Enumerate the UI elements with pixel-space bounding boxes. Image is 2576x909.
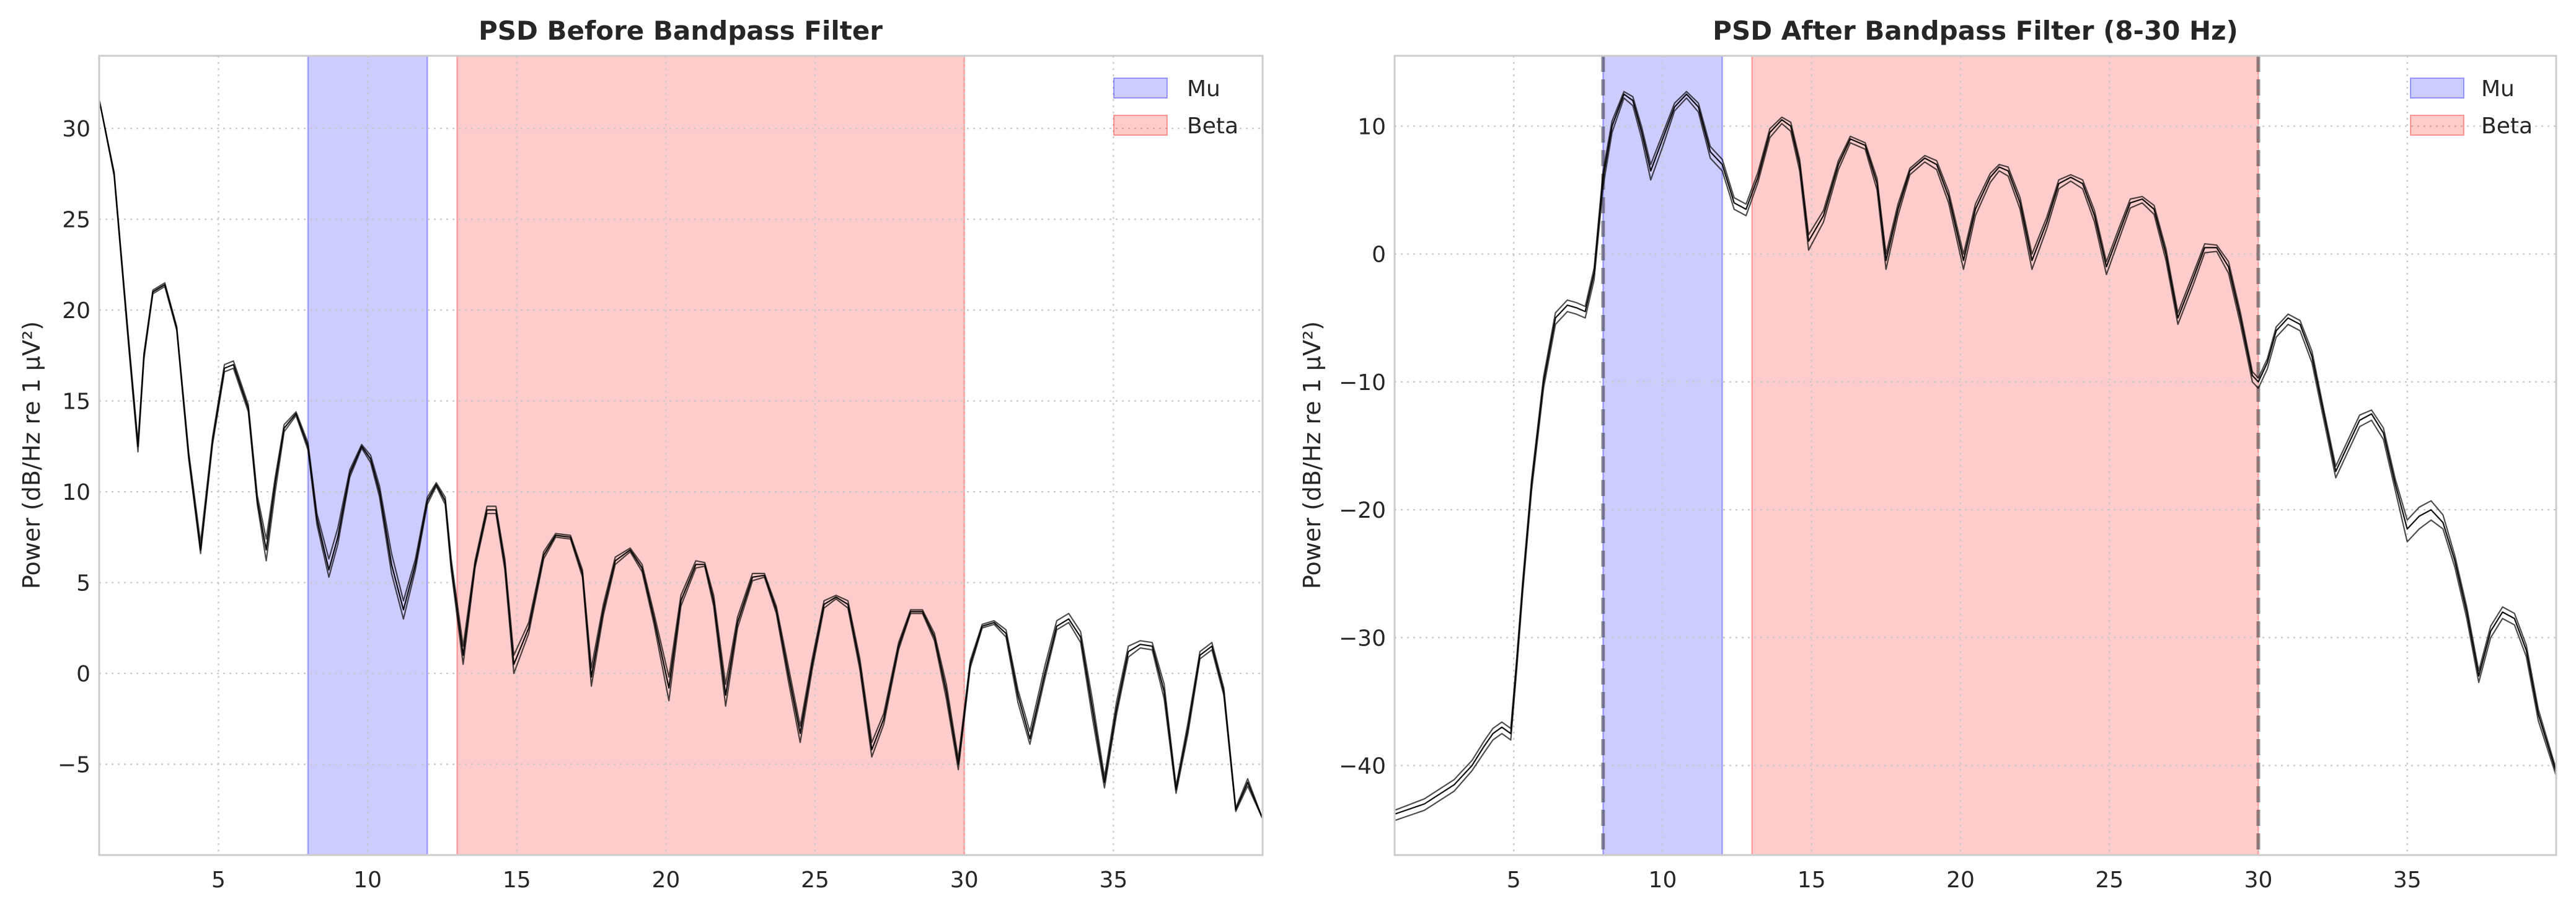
gridlines — [1395, 56, 2556, 855]
x-tick-label: 30 — [2244, 867, 2273, 893]
axes-frame — [1393, 55, 2557, 856]
y-tick-label: 20 — [62, 298, 90, 324]
x-tick-labels: 5 10 15 20 25 30 35 — [211, 867, 1127, 893]
y-tick-label: 5 — [76, 571, 90, 596]
legend-swatch-mu — [1113, 78, 1168, 99]
x-tick-label: 20 — [1946, 867, 1975, 893]
y-tick-label: −40 — [1339, 754, 1386, 779]
x-tick-label: 10 — [1649, 867, 1677, 893]
legend: Mu Beta — [2410, 76, 2533, 139]
x-tick-label: 35 — [2393, 867, 2422, 893]
y-tick-labels: −40 −30 −20 −10 0 10 — [1339, 114, 1386, 779]
panel-after: 5 10 15 20 25 30 35 −40 −30 −20 −10 0 10 PSD After … — [1299, 16, 2557, 893]
band-regions — [1602, 56, 2259, 855]
x-tick-label: 10 — [353, 867, 382, 893]
legend-label-beta: Beta — [1187, 113, 1238, 139]
x-tick-label: 35 — [1099, 867, 1127, 893]
x-tick-label: 30 — [950, 867, 979, 893]
x-tick-label: 25 — [801, 867, 829, 893]
gridlines — [99, 56, 1263, 855]
y-tick-label: 0 — [1372, 242, 1386, 268]
legend: Mu Beta — [1113, 76, 1238, 139]
y-tick-label: 25 — [62, 208, 90, 233]
x-tick-label: 5 — [1507, 867, 1521, 893]
y-tick-label: −30 — [1339, 626, 1386, 651]
psd-traces — [1394, 91, 2557, 822]
y-tick-label: −5 — [58, 753, 90, 778]
x-tick-label: 15 — [1797, 867, 1826, 893]
panel-before: 5 10 15 20 25 30 35 −5 0 5 10 15 20 25 30 PSD Before … — [18, 16, 1264, 893]
band-beta — [457, 56, 964, 855]
psd-traces — [98, 99, 1264, 819]
y-axis-label: Power (dB/Hz re 1 µV²) — [18, 321, 45, 589]
band-mu — [1603, 56, 1722, 855]
band-beta — [1752, 56, 2259, 855]
y-axis-label: Power (dB/Hz re 1 µV²) — [1299, 321, 1326, 589]
x-tick-labels: 5 10 15 20 25 30 35 — [1507, 867, 2422, 893]
y-tick-label: −20 — [1339, 498, 1386, 523]
chart-title: PSD After Bandpass Filter (8-30 Hz) — [1713, 16, 2238, 46]
psd-trace-0 — [98, 99, 1264, 819]
y-tick-label: −10 — [1339, 370, 1386, 396]
y-tick-label: 10 — [62, 480, 90, 505]
x-tick-label: 25 — [2095, 867, 2124, 893]
x-tick-label: 5 — [211, 867, 226, 893]
psd-trace-1 — [1394, 97, 2557, 822]
psd-trace-2 — [1394, 91, 2557, 811]
y-tick-label: 0 — [76, 662, 90, 687]
legend-swatch-beta — [1113, 115, 1168, 136]
axes-frame — [98, 55, 1264, 856]
legend-label-mu: Mu — [1187, 76, 1220, 102]
legend-swatch-beta — [2410, 115, 2464, 136]
x-tick-label: 15 — [503, 867, 531, 893]
legend-swatch-mu — [2410, 78, 2464, 99]
psd-trace-2 — [98, 99, 1264, 819]
x-tick-label: 20 — [652, 867, 681, 893]
y-tick-label: 10 — [1357, 114, 1386, 140]
legend-label-beta: Beta — [2481, 113, 2533, 139]
legend-label-mu: Mu — [2481, 76, 2515, 102]
y-tick-labels: −5 0 5 10 15 20 25 30 — [58, 117, 90, 778]
chart-title: PSD Before Bandpass Filter — [479, 16, 883, 46]
band-regions — [307, 56, 965, 855]
psd-trace-1 — [98, 99, 1264, 819]
y-tick-label: 30 — [62, 117, 90, 142]
y-tick-label: 15 — [62, 389, 90, 415]
